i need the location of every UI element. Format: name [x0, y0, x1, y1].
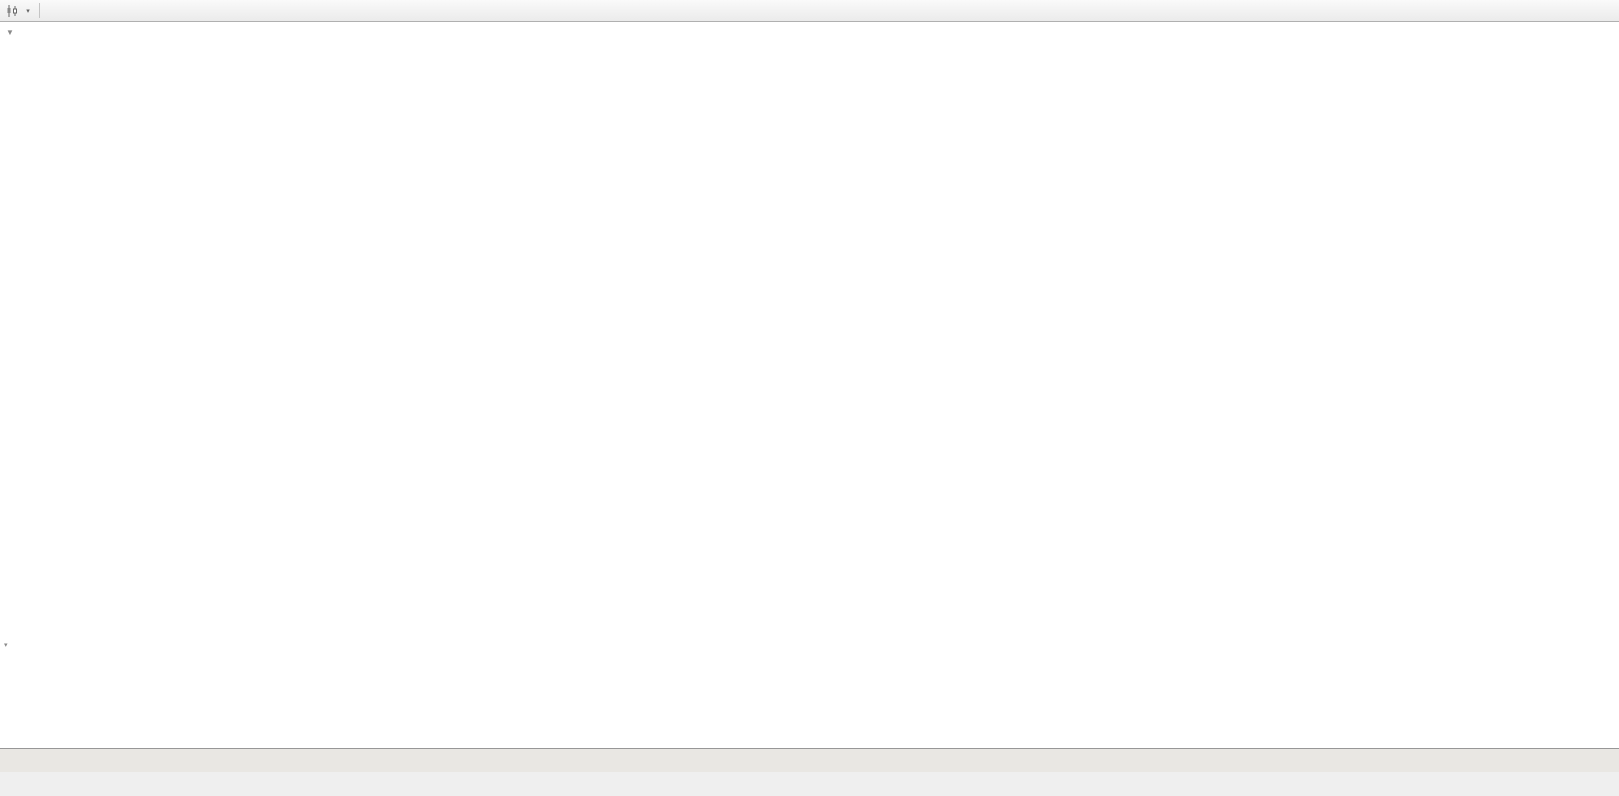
toolbar-separator — [39, 3, 40, 18]
chart-type-dropdown-icon[interactable]: ▾ — [26, 7, 30, 15]
timeframe-toolbar: ▾ — [0, 0, 1619, 22]
chart-tabs — [0, 748, 1619, 772]
chart-type-icon[interactable] — [4, 2, 22, 20]
chart-area[interactable]: ▼ ▾ — [0, 22, 1619, 748]
status-strip — [0, 772, 1619, 796]
price-chart-svg[interactable] — [0, 22, 1619, 748]
